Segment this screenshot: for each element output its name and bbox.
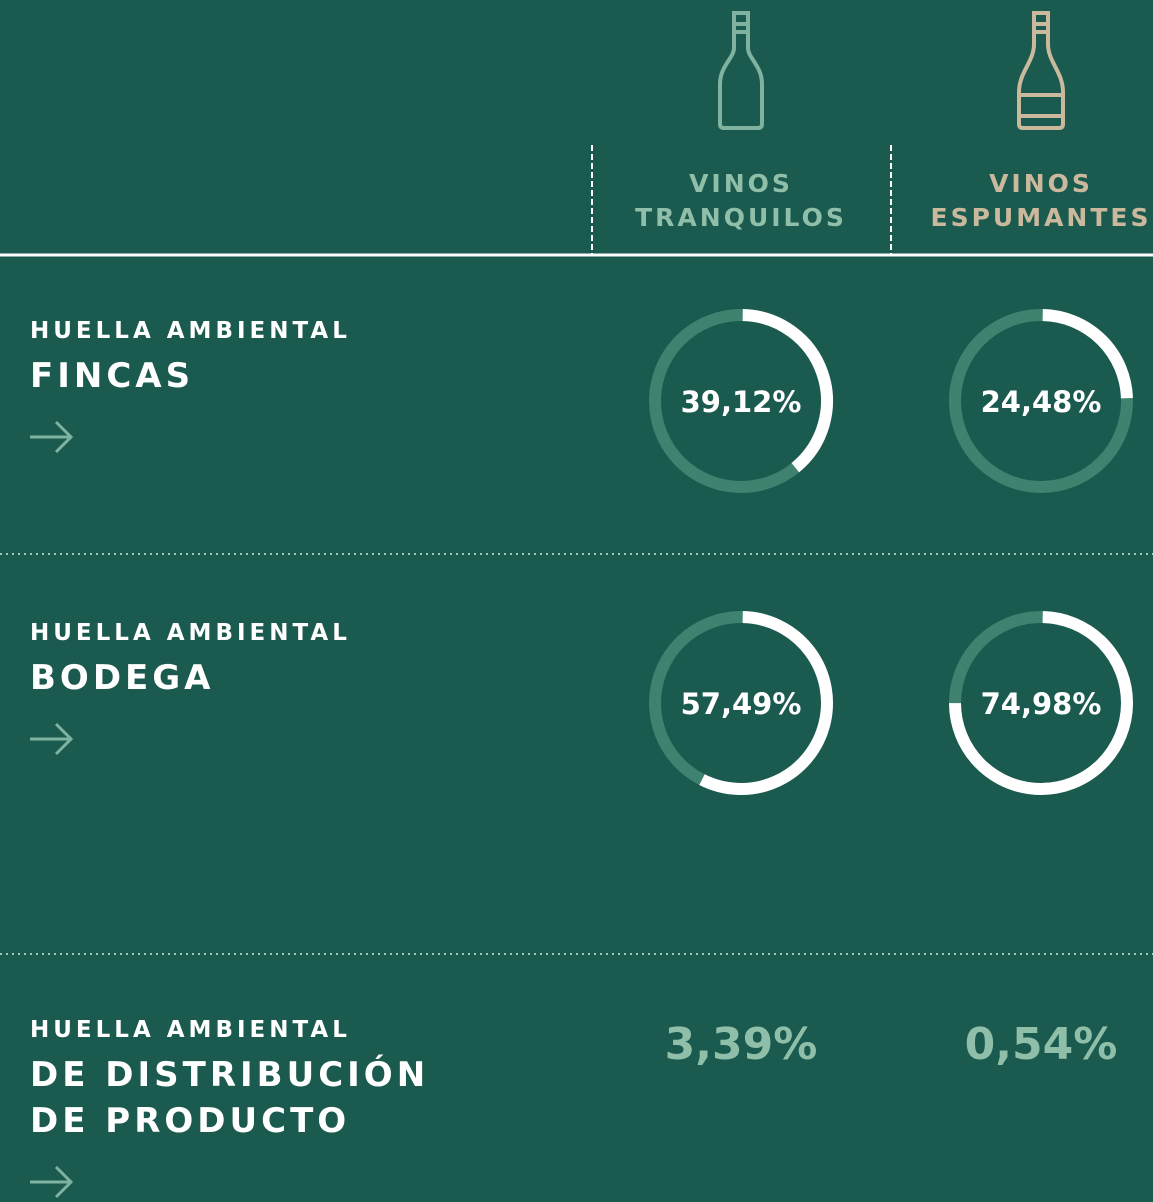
donut-arc xyxy=(949,611,1133,795)
column-title: ESPUMANTES xyxy=(931,203,1152,232)
arrow-link[interactable] xyxy=(30,420,74,454)
still-wine-bottle-icon xyxy=(718,11,764,130)
column-title: VINOS xyxy=(989,169,1093,198)
donut-arc xyxy=(742,309,833,473)
row-kicker: HUELLA AMBIENTAL xyxy=(30,620,351,646)
column-title: VINOS xyxy=(689,169,793,198)
row-title: FINCAS xyxy=(30,356,194,396)
sparkling-wine-bottle-icon xyxy=(1017,11,1065,130)
row-kicker: HUELLA AMBIENTAL xyxy=(30,318,351,344)
donut-arc xyxy=(1042,309,1133,399)
column-title: TRANQUILOS xyxy=(635,203,847,232)
value-text: 3,39% xyxy=(665,1019,818,1070)
row-kicker: HUELLA AMBIENTAL xyxy=(30,1017,351,1043)
row-title: DE PRODUCTO xyxy=(30,1101,350,1141)
value-text: 0,54% xyxy=(965,1019,1118,1070)
donut-label: 74,98% xyxy=(981,687,1102,721)
arrow-link[interactable] xyxy=(30,722,74,756)
donut-arc xyxy=(699,611,833,795)
donut-track xyxy=(949,309,1133,493)
arrow-link[interactable] xyxy=(30,1165,74,1199)
donut-label: 39,12% xyxy=(681,385,802,419)
row-title: BODEGA xyxy=(30,658,215,698)
row-title: DE DISTRIBUCIÓN xyxy=(30,1054,429,1095)
donut-label: 24,48% xyxy=(981,385,1102,419)
donut-label: 57,49% xyxy=(681,687,802,721)
